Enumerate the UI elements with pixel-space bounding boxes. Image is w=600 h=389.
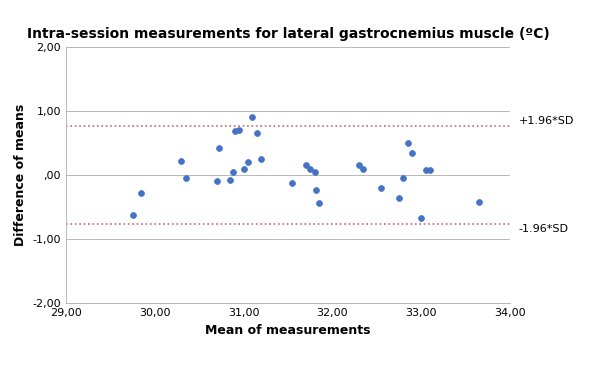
Title: Intra-session measurements for lateral gastrocnemius muscle (ºC): Intra-session measurements for lateral g…	[26, 27, 550, 41]
Point	[228, 169, 238, 175]
Point	[181, 175, 191, 181]
Y-axis label: Difference of means: Difference of means	[14, 104, 27, 246]
Point	[416, 215, 426, 221]
Point	[421, 167, 430, 173]
Point	[212, 178, 222, 184]
Point	[403, 140, 413, 146]
Point	[425, 167, 435, 173]
Point	[257, 156, 266, 162]
Point	[474, 199, 484, 205]
Point	[311, 187, 321, 194]
Point	[398, 175, 408, 181]
Point	[407, 149, 417, 156]
Point	[239, 166, 248, 172]
Point	[176, 158, 186, 164]
Point	[226, 177, 235, 183]
Point	[230, 128, 239, 135]
Point	[394, 194, 404, 201]
Point	[305, 166, 315, 172]
Point	[354, 162, 364, 168]
Point	[314, 200, 324, 206]
Text: +1.96*SD: +1.96*SD	[519, 116, 574, 126]
Point	[137, 190, 146, 196]
Point	[214, 145, 224, 151]
Point	[248, 114, 257, 121]
Point	[376, 185, 386, 191]
Point	[128, 212, 137, 219]
X-axis label: Mean of measurements: Mean of measurements	[205, 324, 371, 337]
Point	[235, 127, 244, 133]
Point	[243, 159, 253, 165]
Point	[359, 166, 368, 172]
Point	[301, 162, 311, 168]
Point	[252, 130, 262, 137]
Point	[287, 180, 297, 186]
Point	[310, 169, 319, 175]
Text: -1.96*SD: -1.96*SD	[519, 224, 569, 234]
